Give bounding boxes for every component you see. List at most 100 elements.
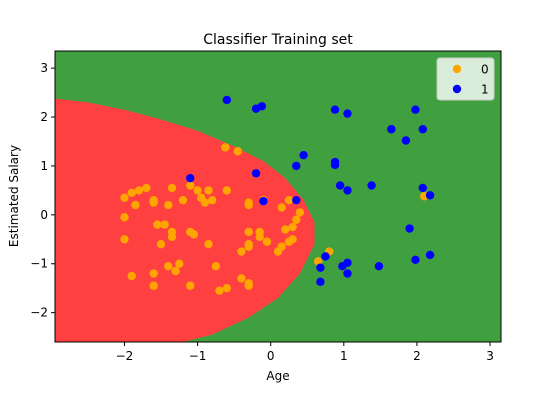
point-class-0 — [244, 227, 253, 237]
point-class-1 — [367, 181, 376, 190]
point-class-1 — [251, 169, 261, 178]
legend: 0 1 — [436, 57, 495, 101]
x-tick-label: 2 — [413, 349, 421, 363]
point-class-1 — [257, 102, 267, 111]
point-class-0 — [156, 239, 166, 249]
point-class-1 — [330, 160, 340, 170]
plot-area — [54, 50, 502, 343]
point-class-1 — [316, 263, 325, 272]
point-class-0 — [292, 215, 301, 224]
point-class-0 — [295, 208, 305, 217]
legend-label-1: 1 — [481, 83, 489, 97]
y-tick-label: −2 — [30, 306, 48, 320]
point-class-1 — [343, 269, 352, 278]
point-class-0 — [288, 235, 297, 244]
point-class-0 — [127, 188, 136, 198]
y-tick-label: −1 — [30, 257, 48, 271]
point-class-0 — [204, 239, 213, 249]
point-class-0 — [288, 222, 297, 232]
point-class-0 — [175, 259, 184, 268]
x-axis: −2 −1 0 1 2 3 — [116, 342, 494, 363]
point-class-1 — [343, 109, 352, 118]
point-class-1 — [292, 195, 301, 205]
y-tick-label: 0 — [40, 208, 48, 222]
point-class-0 — [255, 227, 264, 237]
x-tick-label: 3 — [486, 349, 494, 363]
point-class-1 — [259, 196, 268, 206]
point-class-1 — [299, 150, 308, 160]
point-class-0 — [149, 198, 158, 207]
point-class-1 — [343, 186, 352, 195]
point-class-0 — [233, 147, 242, 156]
point-class-0 — [167, 232, 177, 242]
y-axis: −2 −1 0 1 2 3 — [30, 61, 55, 320]
point-class-0 — [189, 230, 199, 239]
point-class-0 — [211, 261, 221, 271]
point-class-0 — [284, 195, 294, 205]
point-class-0 — [237, 274, 246, 283]
point-class-0 — [120, 213, 129, 222]
point-class-0 — [281, 225, 290, 234]
y-tick-label: 3 — [40, 61, 48, 75]
point-class-0 — [167, 183, 177, 193]
point-class-1 — [401, 136, 411, 145]
point-class-1 — [335, 181, 345, 190]
point-class-0 — [215, 286, 224, 295]
points-layer — [120, 95, 435, 295]
plot-frame — [54, 50, 502, 343]
x-axis-title: Age — [266, 369, 289, 383]
point-class-1 — [374, 261, 384, 271]
point-class-1 — [316, 277, 325, 287]
point-class-0 — [277, 242, 286, 251]
point-class-0 — [149, 269, 158, 278]
legend-marker-1 — [452, 84, 462, 94]
point-class-0 — [244, 242, 253, 251]
point-class-1 — [411, 255, 420, 265]
point-class-0 — [142, 183, 151, 193]
point-class-0 — [164, 261, 173, 271]
x-tick-label: −1 — [189, 349, 207, 363]
point-class-0 — [149, 281, 158, 290]
point-class-0 — [244, 281, 253, 290]
point-class-0 — [208, 195, 217, 205]
point-class-0 — [186, 181, 195, 190]
y-tick-label: 2 — [40, 110, 48, 124]
point-class-1 — [411, 105, 420, 114]
point-class-0 — [222, 186, 232, 195]
point-class-0 — [193, 186, 202, 195]
point-class-0 — [204, 186, 213, 195]
point-class-1 — [292, 161, 301, 171]
chart-title: Classifier Training set — [203, 32, 353, 48]
point-class-1 — [186, 173, 195, 183]
legend-box — [436, 57, 495, 101]
point-class-0 — [244, 200, 253, 210]
point-class-1 — [330, 105, 340, 114]
point-class-0 — [171, 266, 180, 276]
point-class-1 — [405, 224, 414, 233]
point-class-0 — [221, 143, 230, 152]
point-class-0 — [222, 284, 232, 293]
point-class-0 — [277, 203, 286, 212]
point-class-1 — [321, 252, 330, 261]
point-class-0 — [131, 200, 140, 210]
point-class-1 — [418, 183, 427, 193]
point-class-0 — [120, 235, 129, 244]
point-class-1 — [418, 125, 427, 134]
point-class-1 — [222, 95, 232, 105]
legend-marker-0 — [452, 64, 462, 74]
y-tick-label: 1 — [40, 159, 48, 173]
point-class-0 — [153, 220, 162, 229]
point-class-0 — [262, 237, 272, 246]
y-axis-title: Estimated Salary — [7, 145, 21, 247]
point-class-0 — [314, 257, 323, 266]
point-class-0 — [178, 195, 188, 205]
point-class-1 — [338, 261, 347, 271]
x-tick-label: −2 — [116, 349, 134, 363]
x-tick-label: 1 — [340, 349, 348, 363]
point-class-0 — [160, 220, 169, 229]
point-class-0 — [200, 198, 210, 207]
point-class-0 — [237, 247, 246, 256]
point-class-0 — [186, 281, 195, 290]
point-class-1 — [387, 125, 396, 134]
